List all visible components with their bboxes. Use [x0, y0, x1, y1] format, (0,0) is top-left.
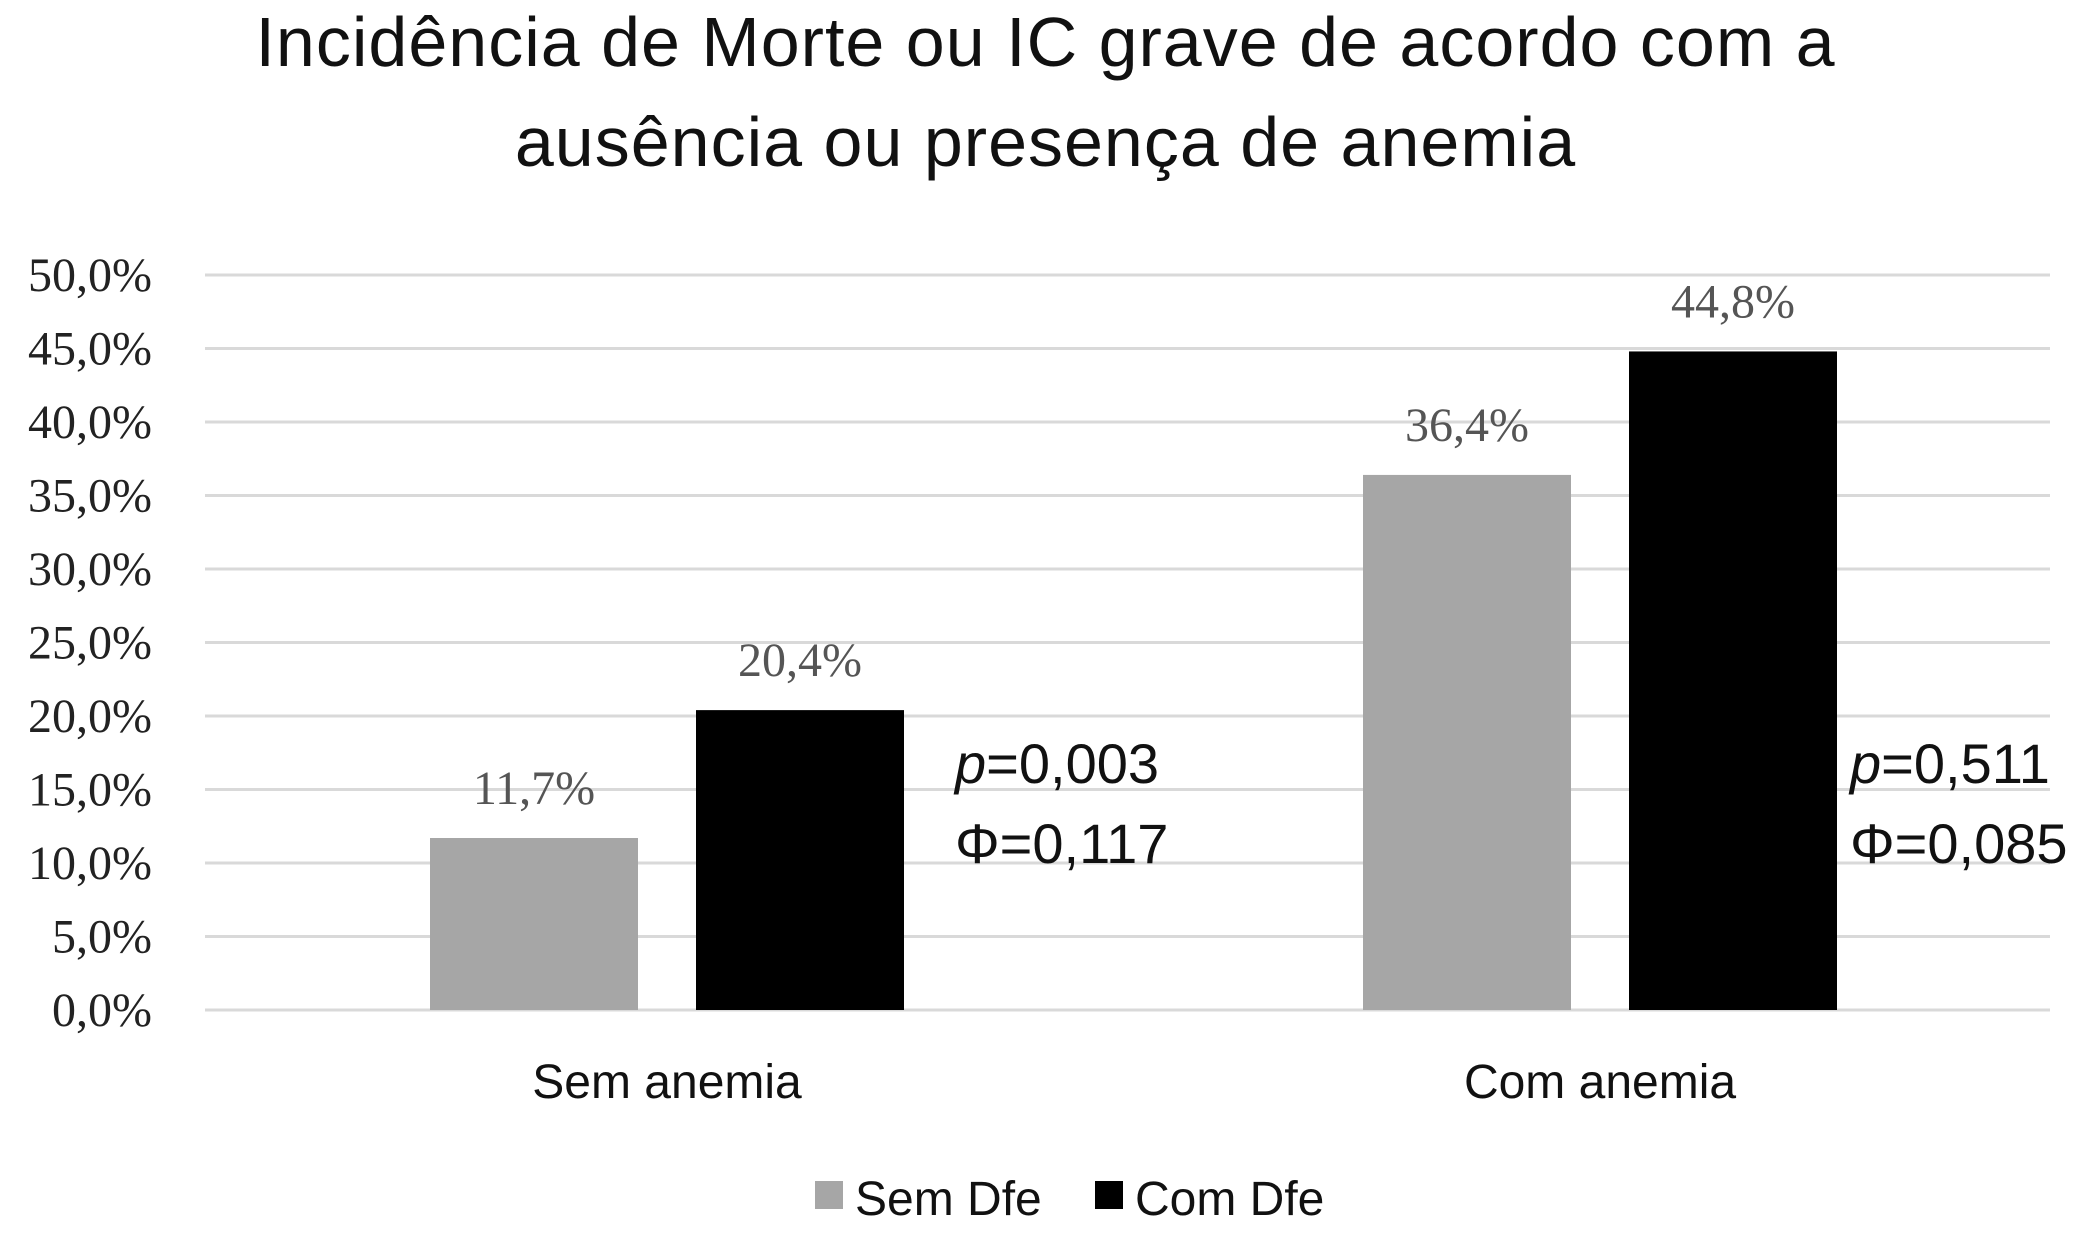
legend-label: Sem Dfe [855, 1173, 1042, 1226]
data-label: 44,8% [1671, 275, 1795, 328]
p-value-label: p=0,511 [1848, 732, 2050, 795]
y-tick-label: 30,0% [28, 543, 152, 596]
p-value-label: p=0,003 [953, 732, 1159, 795]
category-label: Sem anemia [532, 1056, 802, 1109]
y-tick-label: 50,0% [28, 249, 152, 302]
bar [1629, 351, 1837, 1010]
y-tick-label: 15,0% [28, 764, 152, 817]
p-symbol: p [1848, 732, 1881, 795]
bar [430, 838, 638, 1010]
phi-value: Φ=0,117 [955, 812, 1168, 875]
legend-label: Com Dfe [1135, 1173, 1324, 1226]
data-label: 20,4% [738, 634, 862, 687]
legend-swatch [815, 1181, 843, 1209]
legend-swatch [1095, 1181, 1123, 1209]
y-tick-label: 35,0% [28, 470, 152, 523]
phi-value: Φ=0,085 [1850, 812, 2068, 875]
category-label: Com anemia [1464, 1056, 1736, 1109]
chart-title-line-1: Incidência de Morte ou IC grave de acord… [255, 3, 1836, 81]
chart-title-line-2: ausência ou presença de anemia [514, 103, 1577, 181]
y-tick-label: 5,0% [52, 911, 152, 964]
p-symbol: p [953, 732, 986, 795]
bar [1363, 474, 1571, 1010]
y-tick-label: 10,0% [28, 837, 152, 890]
y-tick-label: 40,0% [28, 396, 152, 449]
y-tick-label: 0,0% [52, 984, 152, 1037]
p-value: =0,003 [986, 732, 1159, 795]
stat-annotation: p=0,003 Φ=0,117 [953, 732, 1168, 875]
stat-annotation: p=0,511 Φ=0,085 [1848, 732, 2068, 875]
bar [696, 710, 904, 1010]
y-tick-label: 45,0% [28, 323, 152, 376]
data-label: 11,7% [473, 762, 595, 815]
y-tick-label: 20,0% [28, 690, 152, 743]
p-value: =0,511 [1881, 732, 2050, 795]
y-tick-label: 25,0% [28, 617, 152, 670]
data-label: 36,4% [1405, 399, 1529, 452]
